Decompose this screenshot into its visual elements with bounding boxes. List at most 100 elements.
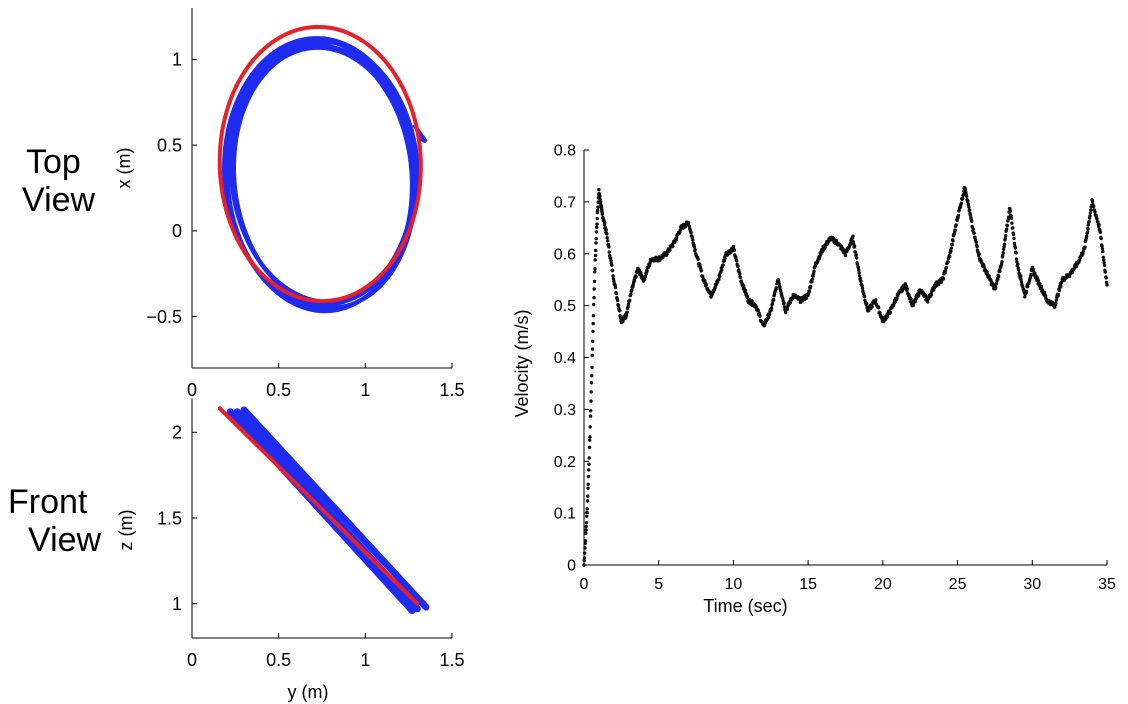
velocity-point [941,277,946,281]
velocity-point [686,221,691,225]
velocity-point [738,275,743,280]
velocity-point [592,302,596,307]
velocity-point [591,329,595,334]
velocity-point [857,268,861,272]
velocity-point [692,245,697,249]
velocity-point [862,294,867,299]
velocity-point [590,347,595,351]
velocity-point [823,245,827,249]
velocity-point [674,236,679,240]
y-tick-label: 1 [172,594,182,614]
velocity-point [594,248,598,253]
velocity-point [588,425,592,429]
velocity-point [1054,298,1059,302]
velocity-point [589,381,594,385]
velocity-point [630,288,634,292]
velocity-point [855,256,859,260]
velocity-point [807,290,812,294]
y-tick-label: 0 [172,221,182,241]
velocity-point [770,302,775,306]
velocity-ylabel: Velocity (m/s) [512,309,532,417]
x-tick-label: 15 [799,576,817,593]
velocity-point [1000,259,1004,264]
velocity-point [618,309,622,313]
velocity-point [1103,270,1108,274]
velocity-point [605,236,609,240]
velocity-point [593,270,597,274]
velocity-point [613,285,618,290]
velocity-point [985,270,989,274]
velocity-point [699,269,704,273]
velocity-point [1043,294,1048,298]
velocity-point [1100,244,1104,248]
velocity-point [949,249,953,253]
velocity-point [596,205,600,209]
velocity-point [1009,216,1014,220]
velocity-point [1039,284,1044,289]
x-tick-label: 30 [1023,576,1041,593]
velocity-point [750,299,754,303]
velocity-point [854,253,858,257]
velocity-point [610,268,615,273]
velocity-point [1011,232,1016,237]
y-tick-label: −0.5 [146,307,182,327]
velocity-point [1012,236,1016,241]
velocity-point [1002,242,1007,246]
velocity-point [734,255,738,259]
top-view-measured-loop [232,45,418,310]
velocity-point [589,399,593,403]
velocity-point [614,291,619,296]
x-tick-label: 0.5 [266,650,291,670]
velocity-point [594,230,599,234]
velocity-point [971,227,975,231]
velocity-point [888,310,892,315]
velocity-point [852,244,857,248]
x-tick-label: 25 [949,576,967,593]
velocity-point [696,257,700,262]
x-tick-label: 1 [360,650,370,670]
velocity-point [774,286,779,291]
velocity-point [1101,249,1105,254]
velocity-point [953,228,957,232]
velocity-point [678,228,682,232]
y-tick-label: 0.5 [157,135,182,155]
y-tick-label: 0.7 [554,194,576,211]
velocity-point [858,276,863,281]
velocity-point [583,541,587,546]
velocity-point [582,558,586,563]
velocity-point [1081,249,1086,254]
velocity-point [736,264,740,269]
velocity-point [1085,230,1090,234]
velocity-point [788,301,792,305]
velocity-point [606,239,610,243]
velocity-point [1099,236,1103,241]
velocity-point [959,201,963,205]
velocity-point [588,435,592,439]
velocity-point [588,414,593,418]
y-tick-label: 1 [172,50,182,70]
velocity-point [612,279,616,284]
velocity-point [853,250,858,254]
velocity-point [1087,219,1091,224]
velocity-point [616,303,621,308]
x-tick-label: 0.5 [266,380,291,400]
velocity-point [584,528,588,532]
y-tick-label: 0.1 [554,506,576,523]
velocity-point [843,253,848,258]
velocity-point [1059,284,1063,288]
y-tick-label: 0.6 [554,246,576,263]
velocity-point [895,296,899,300]
velocity-point [735,259,739,263]
velocity-point [972,231,976,235]
velocity-point [877,306,881,310]
velocity-point [737,268,741,272]
velocity-point [603,221,607,225]
velocity-point [851,240,856,244]
velocity-point [1038,282,1042,286]
velocity-point [769,306,774,310]
velocity-point [743,288,748,293]
velocity-point [955,218,959,223]
velocity-point [1004,227,1009,231]
velocity-plot: 0 5 10 15 20 25 30 35 0 0.1 0.2 0.3 0.4 0.5 0.6 0.7 0.8 T… [512,143,1116,616]
velocity-point [970,219,974,223]
